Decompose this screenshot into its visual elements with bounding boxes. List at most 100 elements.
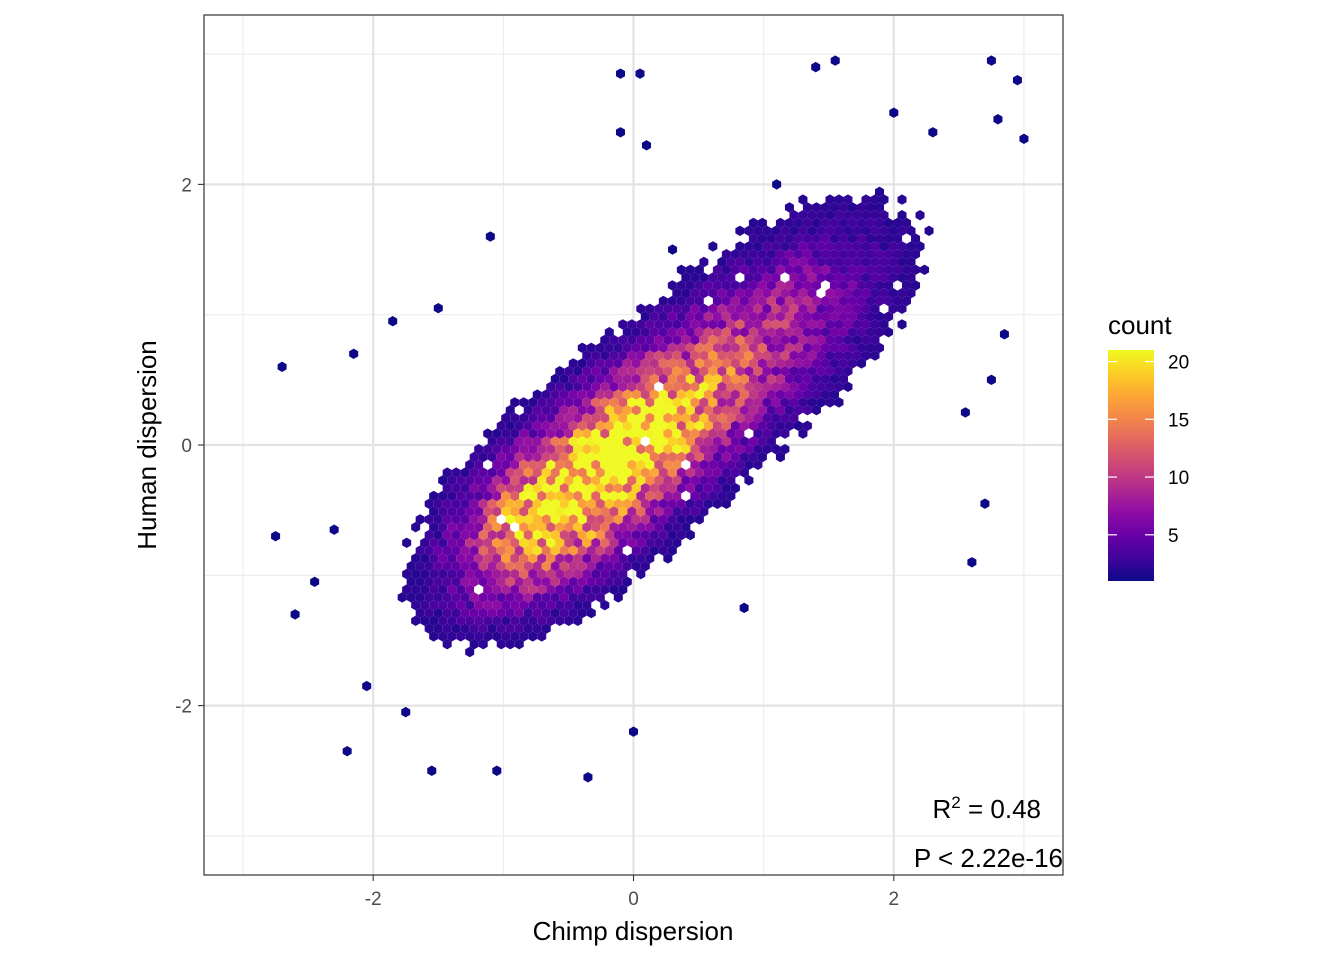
- hexbin-cell: [568, 467, 578, 478]
- hexbin-cell: [510, 553, 520, 564]
- hexbin-cell: [613, 342, 623, 353]
- hexbin-cell: [613, 467, 623, 478]
- hexbin-cell: [541, 623, 551, 634]
- hexbin-cell: [847, 233, 857, 244]
- hexbin-cell: [604, 529, 614, 541]
- hexbin-cell: [694, 514, 704, 525]
- hexbin-cell: [600, 444, 610, 455]
- hexbin-cell: [744, 272, 754, 283]
- hexbin-cell: [820, 389, 830, 400]
- hexbin-cell: [496, 576, 506, 587]
- hexbin-cell: [465, 568, 475, 580]
- hexbin-cell: [604, 405, 614, 416]
- hexbin-cell: [514, 529, 524, 541]
- hexbin-cell: [442, 576, 452, 587]
- hexbin-cell: [708, 350, 718, 361]
- hexbin-cell: [766, 389, 776, 400]
- hexbin-cell: [685, 498, 695, 509]
- hexbin-cell: [663, 303, 673, 314]
- hexbin-cell: [492, 490, 502, 502]
- hexbin-cell: [690, 506, 700, 517]
- hexbin-cell: [802, 389, 812, 400]
- hexbin-cell: [600, 553, 610, 564]
- hexbin-cell: [721, 405, 731, 416]
- hexbin-cell: [721, 358, 731, 369]
- hexbin-cell: [762, 366, 772, 377]
- hexbin-cell: [636, 444, 646, 455]
- hexbin-cell-outlier: [583, 772, 593, 783]
- hexbin-cell: [429, 490, 439, 502]
- hexbin-cell: [861, 334, 871, 346]
- hexbin-cell-outlier: [986, 55, 996, 66]
- hexbin-cell: [505, 545, 515, 556]
- hexbin-cell: [771, 272, 781, 283]
- hexbin-cell: [658, 483, 668, 494]
- hexbin-cell: [685, 280, 695, 291]
- hexbin-cell: [622, 389, 632, 400]
- hexbin-cell: [699, 319, 709, 330]
- hexbin-cell: [816, 288, 826, 299]
- hexbin-cell: [730, 264, 740, 275]
- hexbin-cell: [744, 350, 754, 361]
- hexbin-cell: [726, 381, 736, 392]
- hexbin-cell: [555, 366, 565, 377]
- hexbin-cell: [501, 600, 511, 611]
- hexbin-cell: [600, 584, 610, 595]
- hexbin-cell-outlier: [329, 524, 339, 535]
- hexbin-cell: [726, 459, 736, 470]
- hexbin-cell: [496, 592, 506, 603]
- hexbin-cell: [640, 545, 650, 556]
- hexbin-cell: [793, 327, 803, 338]
- hexbin-cell: [460, 498, 470, 509]
- hexbin-cell: [519, 600, 529, 611]
- hexbin-cell: [438, 522, 448, 533]
- hexbin-cell: [541, 561, 551, 572]
- hexbin-cell: [609, 381, 619, 392]
- hexbin-cell: [865, 295, 875, 307]
- hexbin-cell: [789, 210, 799, 221]
- hexbin-cell: [573, 506, 583, 517]
- hexbin-cell: [492, 584, 502, 595]
- hexbin-cell: [748, 249, 758, 260]
- hexbin-cell: [568, 514, 578, 525]
- hexbin-cell: [784, 311, 794, 322]
- hexbin-cell: [622, 342, 632, 353]
- hexbin-cell: [487, 467, 497, 478]
- hexbin-cell: [564, 428, 574, 439]
- hexbin-cell: [717, 256, 727, 268]
- hexbin-cell: [703, 327, 713, 338]
- hexbin-cell: [730, 467, 740, 478]
- hexbin-cell: [685, 264, 695, 275]
- hexbin-cell: [762, 241, 772, 252]
- hexbin-cell: [573, 490, 583, 502]
- hexbin-cell: [703, 451, 713, 463]
- hexbin-cell: [609, 506, 619, 517]
- hexbin-cell: [523, 483, 533, 494]
- hexbin-cell: [523, 436, 533, 447]
- hexbin-cell: [730, 436, 740, 447]
- hexbin-cell: [591, 412, 601, 424]
- hexbin-cell: [487, 451, 497, 463]
- hexbin-cell: [573, 568, 583, 580]
- hexbin-cell: [415, 545, 425, 556]
- hexbin-cell: [834, 350, 844, 361]
- hexbin-cell-outlier: [772, 179, 782, 190]
- hexbin-cell: [902, 249, 912, 260]
- hexbin-cell: [523, 529, 533, 541]
- hexbin-cell: [559, 405, 569, 416]
- hexbin-cell: [879, 225, 889, 236]
- hexbin-cell: [816, 272, 826, 283]
- hexbin-cell: [555, 522, 565, 533]
- hexbin-cell: [798, 241, 808, 252]
- hexbin-cell-outlier: [980, 498, 990, 509]
- hexbin-cell: [604, 389, 614, 400]
- hexbin-cell: [663, 428, 673, 439]
- hexbin-cell: [519, 631, 529, 642]
- hexbin-cell: [618, 584, 628, 595]
- hexbin-cell: [708, 381, 718, 392]
- hexbin-cell: [712, 405, 722, 416]
- hexbin-cell: [654, 397, 664, 408]
- hexbin-cell: [618, 350, 628, 361]
- hexbin-cell: [757, 327, 767, 338]
- hexbin-cell: [807, 381, 817, 392]
